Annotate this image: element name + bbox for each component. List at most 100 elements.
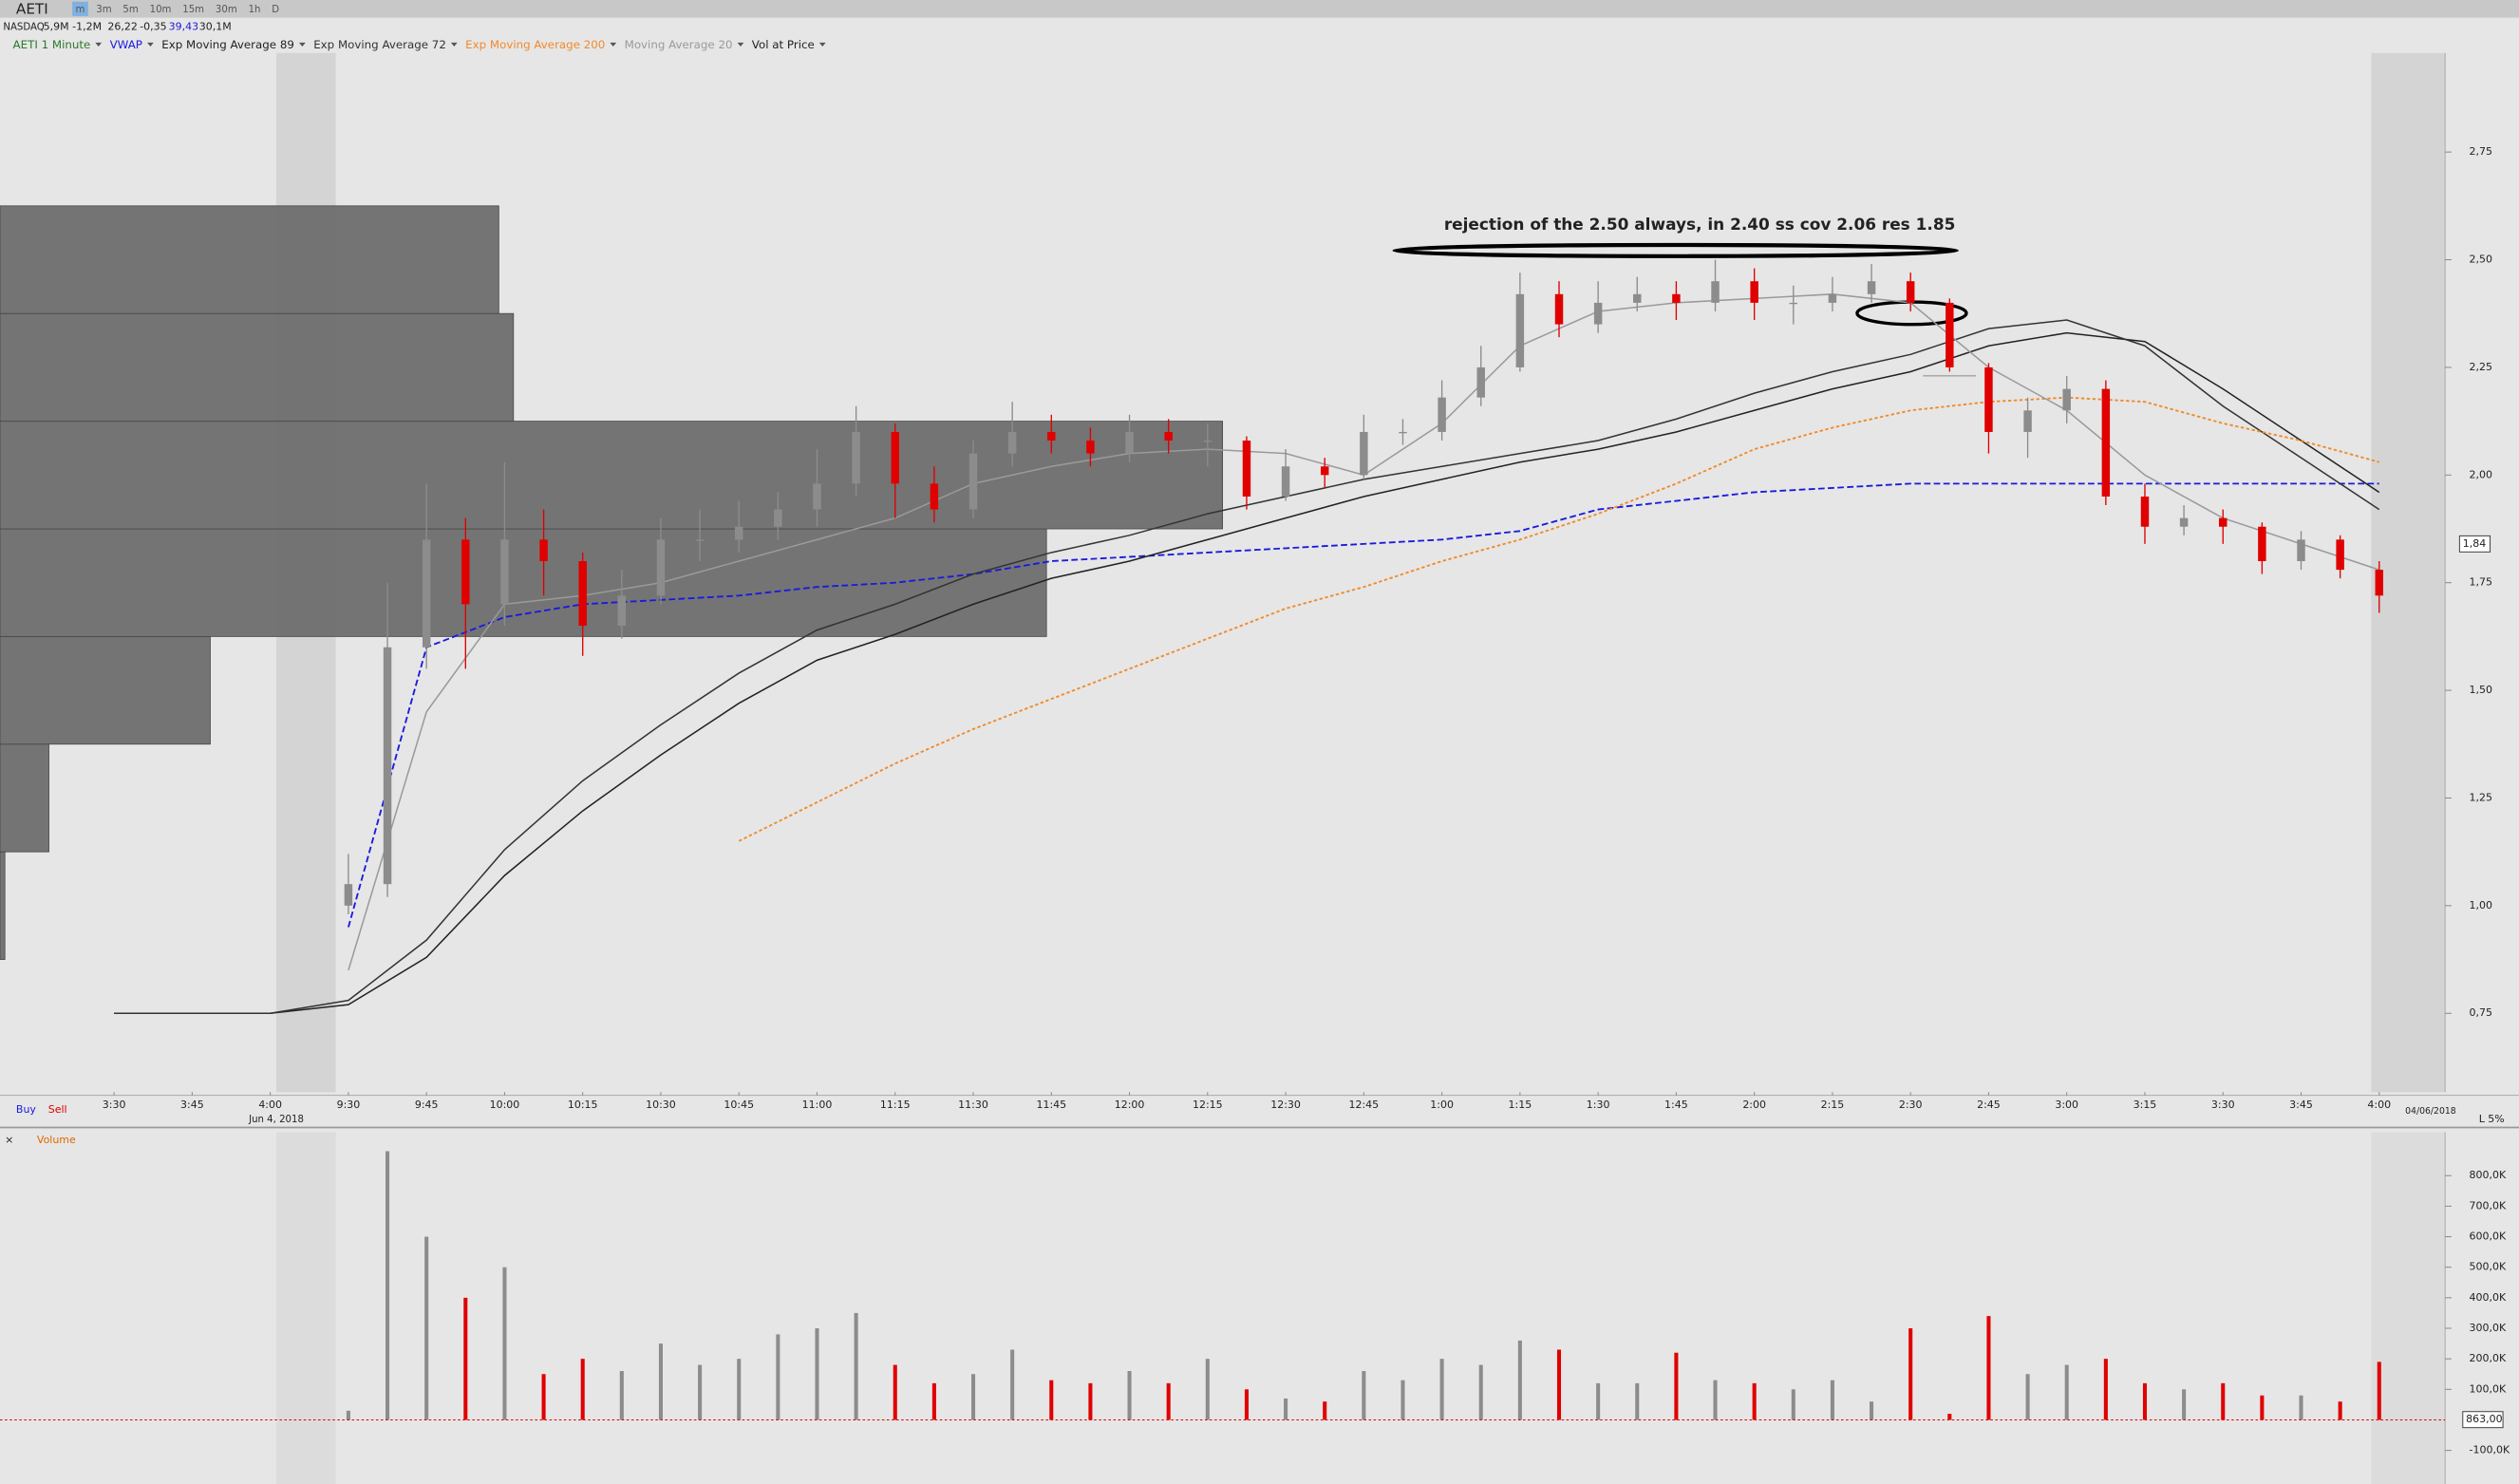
study-line xyxy=(348,482,2379,928)
study-label[interactable]: Exp Moving Average 200 xyxy=(465,38,605,51)
x-tick-label: 3:45 xyxy=(2289,1099,2313,1111)
x-tick-label: 10:45 xyxy=(724,1099,754,1111)
volume-bar xyxy=(658,1343,664,1420)
x-tick-label: 1:45 xyxy=(1664,1099,1688,1111)
candle-body xyxy=(1164,431,1173,441)
last-price-box xyxy=(2458,535,2491,553)
x-tick-label: 9:30 xyxy=(337,1099,361,1111)
y-tick-label: 2,00 xyxy=(2470,468,2492,480)
x-tick-label: 10:30 xyxy=(646,1099,676,1111)
candle-body xyxy=(1984,366,1993,432)
buy-button[interactable]: Buy xyxy=(16,1103,37,1116)
candle-body xyxy=(1281,466,1290,497)
candle-body xyxy=(1047,431,1056,441)
y-tick-label: 700,0K xyxy=(2470,1199,2507,1212)
risk-label[interactable]: L 5% xyxy=(2479,1113,2505,1125)
extended-hours-shade xyxy=(2371,52,2446,1093)
volume-bar xyxy=(1752,1382,1757,1420)
volume-bar xyxy=(1284,1398,1288,1420)
quote-change-volume: -1,2M xyxy=(72,21,102,33)
candle-body xyxy=(500,539,509,605)
timeframe-button[interactable]: m xyxy=(76,5,85,15)
dropdown-arrow xyxy=(818,42,826,47)
volume-bar xyxy=(385,1151,390,1420)
x-tick-label: 11:30 xyxy=(958,1099,988,1111)
x-tick-label: 1:30 xyxy=(1587,1099,1610,1111)
timeframe-button[interactable]: 30m xyxy=(216,5,237,15)
candle-body xyxy=(1086,441,1095,454)
timeframe-button[interactable]: 5m xyxy=(122,5,138,15)
volume-bar xyxy=(1947,1414,1952,1420)
candle-body xyxy=(1828,293,1837,303)
y-tick-label: 2,75 xyxy=(2470,145,2492,158)
candle-body xyxy=(2375,570,2383,596)
close-icon[interactable]: × xyxy=(5,1134,13,1146)
volume-bar xyxy=(541,1374,546,1420)
candle-body xyxy=(1789,302,1798,305)
timeframe-button[interactable]: 3m xyxy=(96,5,111,15)
last-volume-box xyxy=(2462,1411,2504,1429)
date-start: Jun 4, 2018 xyxy=(248,1115,304,1125)
candle-body xyxy=(539,539,548,562)
symbol[interactable]: AETI xyxy=(16,1,48,18)
x-tick-label: 12:00 xyxy=(1115,1099,1145,1111)
volume-bar xyxy=(1362,1371,1366,1420)
volume-bar xyxy=(1517,1340,1522,1420)
last-price-label: 1,84 xyxy=(2463,537,2486,550)
vol-at-price-bar xyxy=(0,851,6,960)
candle-body xyxy=(1867,281,1876,294)
x-tick-label: 1:00 xyxy=(1430,1099,1454,1111)
x-tick-label: 11:45 xyxy=(1036,1099,1066,1111)
sell-button[interactable]: Sell xyxy=(48,1103,67,1116)
y-tick-label: 1,50 xyxy=(2470,684,2492,696)
study-line xyxy=(114,331,2380,1015)
study-label[interactable]: Exp Moving Average 89 xyxy=(161,38,294,51)
study-label[interactable]: AETI 1 Minute xyxy=(13,38,91,51)
y-tick-label: 300,0K xyxy=(2470,1322,2507,1334)
candle-body xyxy=(1593,302,1603,325)
extended-hours-shade xyxy=(276,1132,336,1484)
candle-body xyxy=(852,431,860,484)
timeframe-button[interactable]: D xyxy=(272,5,279,15)
volume-bar xyxy=(1674,1352,1679,1420)
candle-body xyxy=(1476,366,1485,398)
x-tick-label: 3:30 xyxy=(2211,1099,2235,1111)
volume-bar xyxy=(1205,1359,1210,1420)
volume-bar xyxy=(1088,1382,1093,1420)
volume-bar xyxy=(1908,1327,1913,1420)
volume-bar xyxy=(698,1364,703,1420)
candle-body xyxy=(1946,302,1954,367)
timeframe-selected xyxy=(72,1,88,16)
x-tick-label: 3:00 xyxy=(2055,1099,2078,1111)
x-tick-label: 4:00 xyxy=(258,1099,282,1111)
candle-body xyxy=(1125,431,1134,454)
last-volume-label: 863,00 xyxy=(2466,1413,2502,1425)
candle-body xyxy=(2179,517,2189,527)
volume-bar xyxy=(2182,1389,2187,1420)
x-tick-label: 3:45 xyxy=(180,1099,204,1111)
x-tick-label: 11:00 xyxy=(802,1099,833,1111)
candle-body xyxy=(1711,281,1720,303)
volume-bar xyxy=(1010,1349,1015,1420)
study-label[interactable]: Moving Average 20 xyxy=(625,38,733,51)
timeframe-button[interactable]: 1h xyxy=(249,5,261,15)
volume-bar xyxy=(2064,1364,2069,1420)
extended-hours-shade xyxy=(2371,1132,2446,1484)
candle-body xyxy=(813,483,821,510)
study-label[interactable]: Exp Moving Average 72 xyxy=(313,38,446,51)
volume-bar xyxy=(970,1374,976,1420)
x-tick-label: 10:00 xyxy=(490,1099,520,1111)
timeframe-button[interactable]: 15m xyxy=(182,5,204,15)
dropdown-arrow xyxy=(450,42,458,47)
candle-body xyxy=(695,539,705,541)
volume-bar xyxy=(463,1297,468,1420)
y-tick-label: 1,25 xyxy=(2470,791,2492,803)
volume-title[interactable]: Volume xyxy=(37,1134,76,1146)
timeframe-button[interactable]: 10m xyxy=(150,5,172,15)
dropdown-arrow xyxy=(147,42,154,47)
x-tick-label: 11:15 xyxy=(880,1099,911,1111)
volume-bar xyxy=(1127,1371,1132,1420)
study-label[interactable]: VWAP xyxy=(110,38,142,51)
study-label[interactable]: Vol at Price xyxy=(752,38,815,51)
